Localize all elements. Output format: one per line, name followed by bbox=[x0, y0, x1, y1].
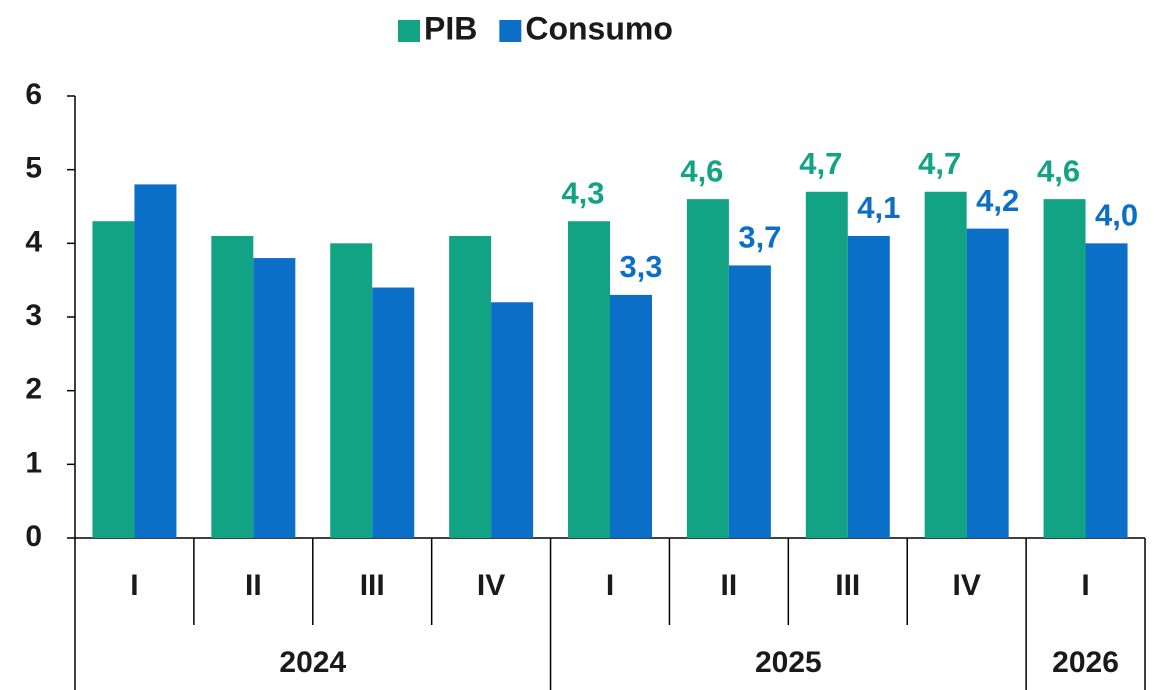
bar bbox=[1043, 199, 1086, 538]
y-tick-label: 3 bbox=[25, 299, 42, 332]
value-label: 3,3 bbox=[619, 249, 662, 284]
y-tick-label: 5 bbox=[25, 152, 42, 185]
bar bbox=[92, 221, 135, 538]
legend-label: PIB bbox=[424, 10, 477, 46]
bar bbox=[330, 243, 373, 539]
bar bbox=[449, 235, 492, 538]
value-label: 4,1 bbox=[857, 190, 900, 225]
bar bbox=[253, 258, 296, 538]
bar bbox=[134, 184, 177, 538]
y-tick-label: 1 bbox=[25, 446, 42, 479]
legend-label: Consumo bbox=[525, 10, 673, 46]
y-tick-label: 4 bbox=[25, 225, 42, 258]
year-label: 2024 bbox=[279, 646, 346, 679]
bar bbox=[610, 294, 652, 538]
bar bbox=[211, 235, 254, 538]
bar bbox=[805, 191, 848, 538]
value-label: 4,2 bbox=[976, 183, 1019, 218]
y-tick-label: 2 bbox=[25, 373, 42, 406]
y-tick-label: 0 bbox=[25, 520, 42, 553]
legend-swatch bbox=[499, 20, 522, 42]
x-tick-label: I bbox=[1081, 569, 1089, 602]
x-tick-label: I bbox=[606, 569, 614, 602]
x-tick-label: II bbox=[721, 569, 738, 602]
bar bbox=[924, 191, 967, 538]
legend-swatch bbox=[398, 20, 420, 42]
bar bbox=[491, 302, 534, 538]
value-label: 4,7 bbox=[918, 146, 961, 181]
y-tick-label: 6 bbox=[25, 78, 42, 111]
value-label: 4,7 bbox=[799, 146, 842, 181]
x-tick-label: III bbox=[835, 569, 860, 602]
x-tick-label: II bbox=[245, 569, 262, 602]
value-label: 4,6 bbox=[1037, 153, 1080, 188]
bar bbox=[372, 287, 415, 538]
bar bbox=[1085, 243, 1128, 539]
bar bbox=[966, 228, 1009, 538]
bar bbox=[568, 221, 610, 538]
x-tick-label: IV bbox=[952, 569, 980, 602]
value-label: 4,0 bbox=[1095, 198, 1138, 233]
bar bbox=[847, 235, 890, 538]
bar bbox=[686, 199, 729, 538]
x-tick-label: III bbox=[360, 569, 385, 602]
year-label: 2025 bbox=[755, 646, 822, 679]
bar bbox=[728, 265, 771, 538]
value-label: 4,3 bbox=[561, 175, 604, 210]
value-label: 4,6 bbox=[680, 153, 723, 188]
x-tick-label: I bbox=[130, 569, 138, 602]
value-label: 3,7 bbox=[738, 220, 781, 255]
x-tick-label: IV bbox=[477, 569, 505, 602]
year-label: 2026 bbox=[1052, 646, 1119, 679]
